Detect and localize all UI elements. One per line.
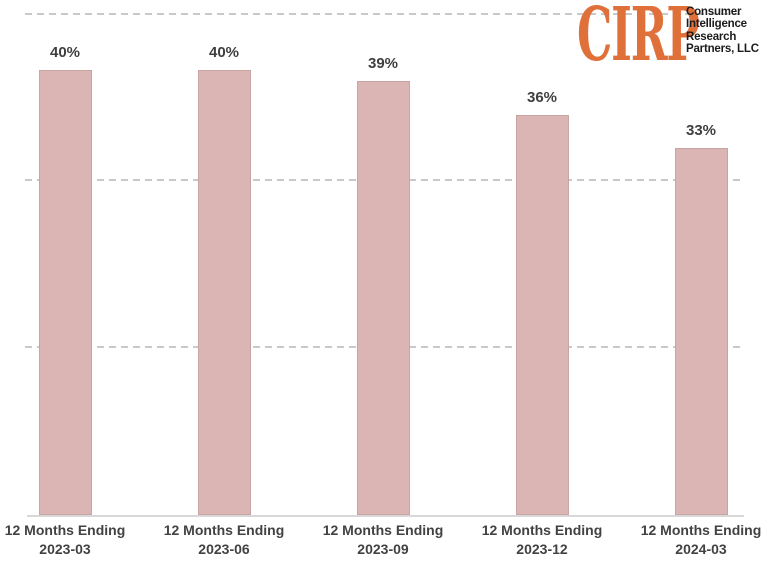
value-label-2023-06: 40% bbox=[208, 44, 240, 61]
tagline-line: Consumer bbox=[686, 6, 742, 18]
x-axis-label-2023-12: 12 Months Ending 2023-12 bbox=[452, 521, 632, 559]
x-axis-label-line1: 12 Months Ending bbox=[4, 522, 126, 538]
x-axis-label-line2: 2024-03 bbox=[675, 541, 727, 557]
x-axis-line bbox=[27, 515, 744, 517]
x-axis-label-line2: 2023-09 bbox=[357, 541, 409, 557]
x-axis-label-line1: 12 Months Ending bbox=[163, 522, 285, 538]
x-axis-label-line2: 2023-12 bbox=[516, 541, 568, 557]
bar-2024-03 bbox=[674, 148, 728, 515]
x-axis-label-line1: 12 Months Ending bbox=[481, 522, 603, 538]
x-axis-label-line2: 2023-06 bbox=[198, 541, 250, 557]
tagline-line: Partners, LLC bbox=[686, 43, 759, 56]
tagline-line: Research bbox=[686, 30, 737, 43]
value-label-2024-03: 33% bbox=[685, 122, 717, 139]
x-axis-label-line1: 12 Months Ending bbox=[322, 522, 444, 538]
bar-2023-12 bbox=[515, 115, 569, 515]
bar-2023-06 bbox=[197, 70, 251, 515]
x-axis-label-2024-03: 12 Months Ending 2024-03 bbox=[611, 521, 771, 559]
x-axis-label-line2: 2023-03 bbox=[39, 541, 91, 557]
value-label-2023-09: 39% bbox=[367, 55, 399, 72]
bar-2023-09 bbox=[356, 81, 410, 515]
value-label-2023-12: 36% bbox=[526, 89, 558, 106]
gridline-45pct bbox=[25, 13, 745, 15]
x-axis-label-2023-09: 12 Months Ending 2023-09 bbox=[293, 521, 473, 559]
x-axis-label-2023-03: 12 Months Ending 2023-03 bbox=[0, 521, 155, 559]
bar-2023-03 bbox=[38, 70, 92, 515]
cirp-tagline: Consumer Intelligence Research Partners,… bbox=[686, 6, 759, 56]
x-axis-label-2023-06: 12 Months Ending 2023-06 bbox=[134, 521, 314, 559]
x-axis-label-line1: 12 Months Ending bbox=[640, 522, 762, 538]
cirp-wordmark: CIRP bbox=[577, 0, 700, 78]
tagline-line: Intelligence bbox=[686, 18, 747, 31]
value-label-2023-03: 40% bbox=[49, 44, 81, 61]
